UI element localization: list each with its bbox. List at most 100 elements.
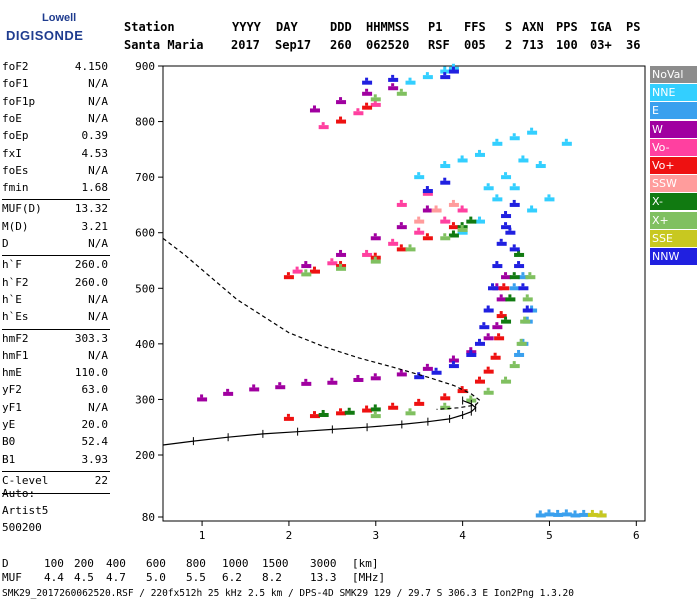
param-row: M(D) 3.21 [2, 220, 108, 237]
param-name: fxI [2, 146, 22, 160]
echo-point [396, 372, 407, 377]
header-value: 03+ [590, 38, 612, 52]
echo-point [469, 216, 473, 220]
param-row: foF1p N/A [2, 95, 108, 112]
echo-point [373, 411, 377, 415]
header-label: PS [626, 20, 641, 34]
echo-point [391, 74, 395, 78]
param-value: N/A [88, 163, 108, 177]
legend-entry: NNW [650, 248, 697, 265]
echo-point [514, 264, 525, 269]
echo-point [501, 175, 512, 180]
param-value: N/A [88, 94, 108, 108]
echo-point [339, 261, 343, 265]
header-value: 100 [556, 38, 578, 52]
echo-point [512, 183, 516, 187]
echo-point [564, 138, 568, 142]
param-row: B0 52.4 [2, 435, 108, 452]
footer-d-value: 1000 [222, 557, 249, 570]
param-name: yF2 [2, 383, 22, 397]
echo-point [443, 402, 447, 406]
echo-point [501, 275, 512, 280]
echo-point [491, 283, 495, 287]
echo-point [425, 363, 429, 367]
echo-point [530, 205, 534, 209]
echo-point [486, 366, 490, 370]
y-tick-label: 400 [135, 338, 155, 351]
legend-entry: Vo- [650, 138, 697, 156]
param-separator [2, 255, 110, 257]
echo-point [504, 211, 508, 215]
echo-point [431, 208, 442, 213]
echo-point [440, 180, 451, 185]
autoscaling-line: Artist5 [2, 504, 49, 517]
echo-point [457, 389, 468, 394]
x-tick-label: 2 [286, 529, 293, 542]
footer-d-value: 200 [74, 557, 94, 570]
echo-point [405, 80, 416, 85]
echo-point [373, 94, 377, 98]
series-model-trace [162, 237, 481, 410]
echo-point [535, 513, 546, 518]
echo-point [370, 259, 381, 264]
echo-point [304, 261, 308, 265]
param-value: 110.0 [74, 366, 108, 380]
echo-point [587, 512, 598, 517]
echo-point [556, 509, 560, 513]
series-X- [318, 216, 525, 417]
echo-point [396, 202, 407, 207]
echo-point [197, 397, 208, 402]
y-tick-label: 600 [135, 227, 155, 240]
echo-point [301, 381, 312, 386]
echo-point [408, 408, 412, 412]
legend-entry: Vo+ [650, 157, 697, 174]
echo-point [396, 225, 407, 230]
echo-point [422, 189, 433, 194]
echo-point [448, 233, 459, 238]
param-value: N/A [88, 292, 108, 306]
echo-point [486, 333, 490, 337]
echo-point [336, 119, 347, 124]
echo-point [495, 138, 499, 142]
echo-point [599, 510, 603, 514]
echo-point [521, 155, 525, 159]
echo-point [336, 411, 347, 416]
echo-point [399, 222, 403, 226]
echo-point [499, 286, 510, 291]
echo-point [344, 410, 355, 415]
param-row: yE 20.0 [2, 418, 108, 435]
echo-point [353, 377, 364, 382]
header-value: 260 [330, 38, 352, 52]
echo-point [312, 266, 316, 270]
echo-point [312, 411, 316, 415]
echo-point [373, 99, 377, 103]
header-value: RSF [428, 38, 450, 52]
echo-point [547, 194, 551, 198]
echo-point [519, 338, 523, 342]
header-value: 2 [505, 38, 513, 52]
param-value: 63.0 [81, 383, 109, 397]
echo-point [501, 214, 512, 219]
param-name: foF1p [2, 94, 36, 108]
echo-point [495, 261, 499, 265]
param-row: hmF1 N/A [2, 349, 108, 366]
param-name: M(D) [2, 219, 29, 233]
series-NNW [362, 66, 533, 380]
x-tick-label: 4 [459, 529, 466, 542]
param-row: h`F2 260.0 [2, 276, 108, 293]
echo-point [460, 386, 464, 390]
echo-point [501, 225, 512, 230]
echo-point [469, 349, 473, 353]
echo-point [365, 102, 369, 106]
echo-point [391, 83, 395, 87]
echo-point [321, 409, 325, 413]
series-W [197, 83, 512, 402]
echo-point [486, 387, 490, 391]
echo-point [422, 208, 433, 213]
echo-point [373, 256, 377, 260]
echo-point [504, 272, 508, 276]
param-row: fmin 1.68 [2, 181, 108, 198]
echo-point [496, 314, 507, 319]
echo-point [399, 88, 403, 92]
echo-point [457, 230, 468, 235]
